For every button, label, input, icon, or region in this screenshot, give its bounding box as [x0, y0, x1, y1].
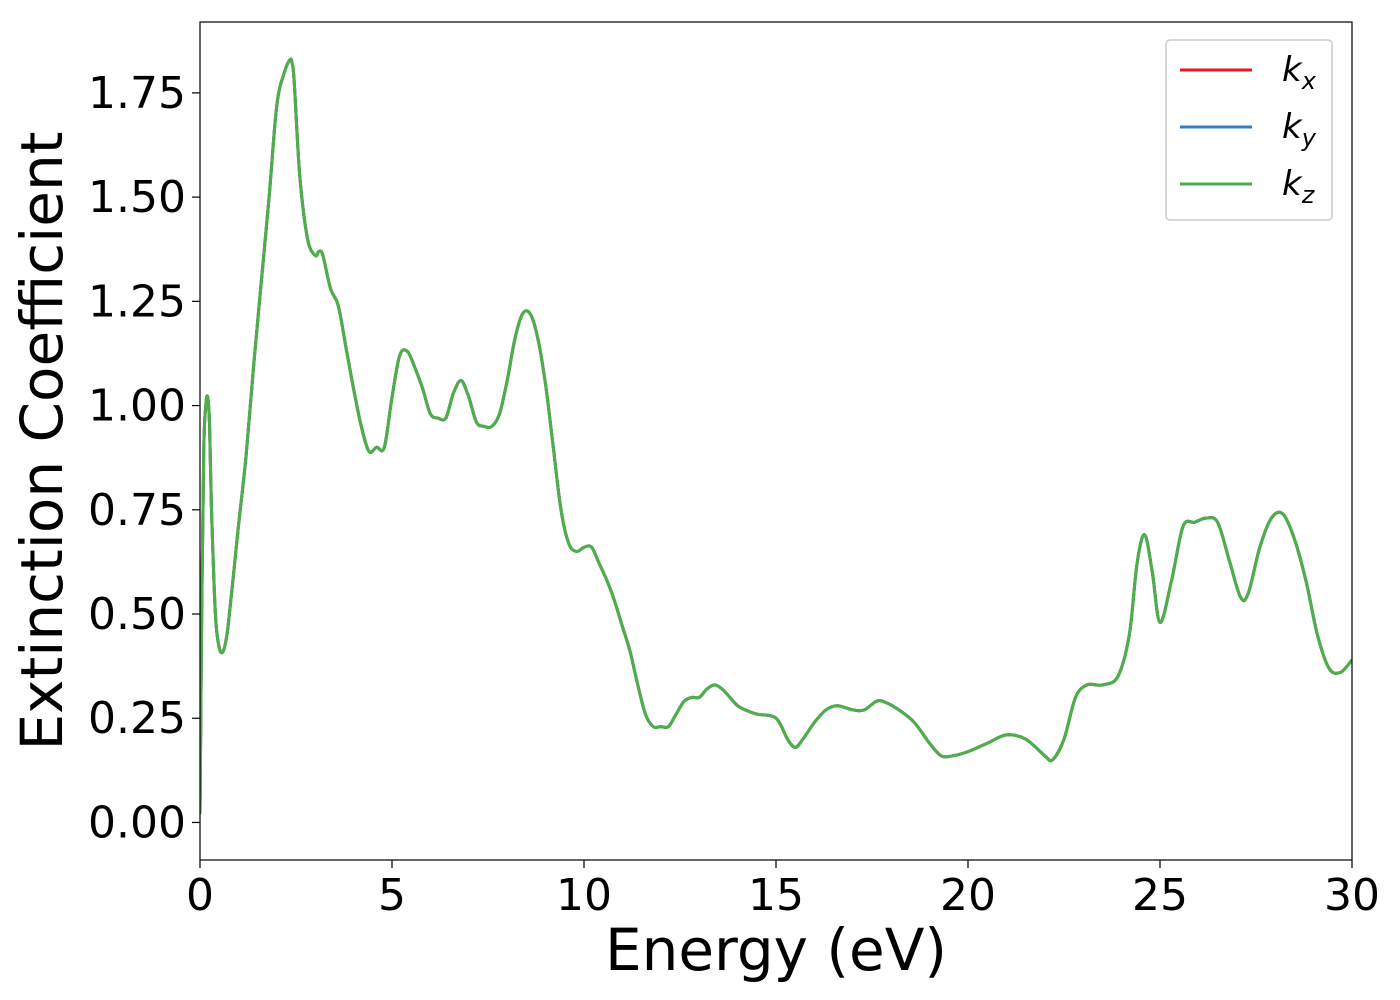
- y-tick-label: 0.75: [88, 485, 186, 536]
- plot-area: [200, 22, 1352, 860]
- x-tick-label: 10: [556, 870, 612, 921]
- y-tick-label: 1.25: [88, 276, 186, 327]
- x-tick-label: 5: [378, 870, 406, 921]
- legend-label-subscript: z: [1301, 181, 1316, 209]
- series-layer: [200, 57, 1352, 815]
- x-tick-label: 30: [1324, 870, 1380, 921]
- legend-label-kz: kz: [1282, 164, 1316, 209]
- x-axis-label: Energy (eV): [605, 916, 947, 984]
- legend-label-ky: ky: [1282, 107, 1317, 152]
- y-tick-label: 1.00: [88, 381, 186, 432]
- y-tick-label: 0.50: [88, 589, 186, 640]
- legend-label-subscript: x: [1301, 67, 1317, 95]
- x-tick-label: 25: [1132, 870, 1188, 921]
- x-tick-label: 0: [186, 870, 214, 921]
- y-tick-label: 1.50: [88, 172, 186, 223]
- y-axis: 0.00 0.25 0.50 0.75 1.00 1.25 1.50 1.75: [88, 68, 200, 848]
- x-axis: 0 5 10 15 20 25 30: [186, 860, 1380, 921]
- y-tick-label: 0.00: [88, 797, 186, 848]
- legend-label-base: k: [1282, 107, 1303, 147]
- legend-label-base: k: [1282, 164, 1303, 204]
- y-tick-label: 0.25: [88, 693, 186, 744]
- y-axis-label: Extinction Coefficient: [8, 132, 76, 751]
- y-tick-label: 1.75: [88, 68, 186, 119]
- legend-box: [1165, 39, 1333, 221]
- series-line-kz: [200, 57, 1352, 815]
- x-tick-label: 15: [748, 870, 804, 921]
- x-tick-label: 20: [940, 870, 996, 921]
- legend-label-kx: kx: [1282, 50, 1317, 95]
- legend-label-subscript: y: [1301, 124, 1317, 152]
- legend-label-base: k: [1282, 50, 1303, 90]
